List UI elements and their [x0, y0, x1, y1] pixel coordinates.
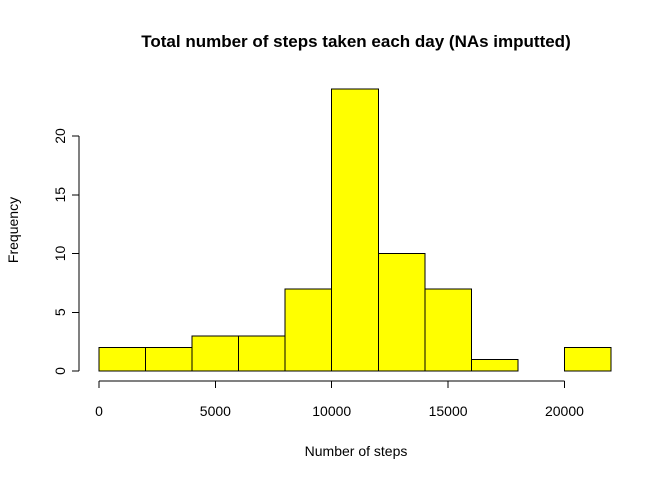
- x-tick-label: 20000: [545, 403, 584, 419]
- x-tick-label: 0: [95, 403, 103, 419]
- y-axis: 0 5 10 15 20: [52, 128, 80, 375]
- histogram-bar: [470, 358, 519, 372]
- histogram-bar: [424, 288, 472, 372]
- histogram-bar: [145, 347, 193, 372]
- y-tick-label: 15: [52, 187, 68, 203]
- histogram-bar: [238, 335, 286, 372]
- y-tick-label: 10: [52, 246, 68, 262]
- histogram-bar: [377, 253, 426, 372]
- histogram-bar: [191, 335, 240, 372]
- histogram-bar: [331, 88, 379, 372]
- x-axis: 0 5000 10000 15000 20000: [95, 380, 584, 419]
- x-axis-label: Number of steps: [305, 443, 408, 459]
- y-tick-label: 5: [52, 308, 68, 316]
- y-axis-label: Frequency: [5, 197, 21, 263]
- x-tick-label: 15000: [429, 403, 468, 419]
- chart-title: Total number of steps taken each day (NA…: [141, 32, 570, 51]
- x-tick-label: 5000: [200, 403, 231, 419]
- histogram-bar: [284, 288, 333, 372]
- x-tick-label: 10000: [312, 403, 351, 419]
- histogram-bar: [98, 347, 147, 372]
- y-tick-label: 0: [52, 367, 68, 375]
- bars-group: [98, 88, 612, 372]
- histogram-bar: [563, 347, 612, 372]
- y-tick-label: 20: [52, 128, 68, 144]
